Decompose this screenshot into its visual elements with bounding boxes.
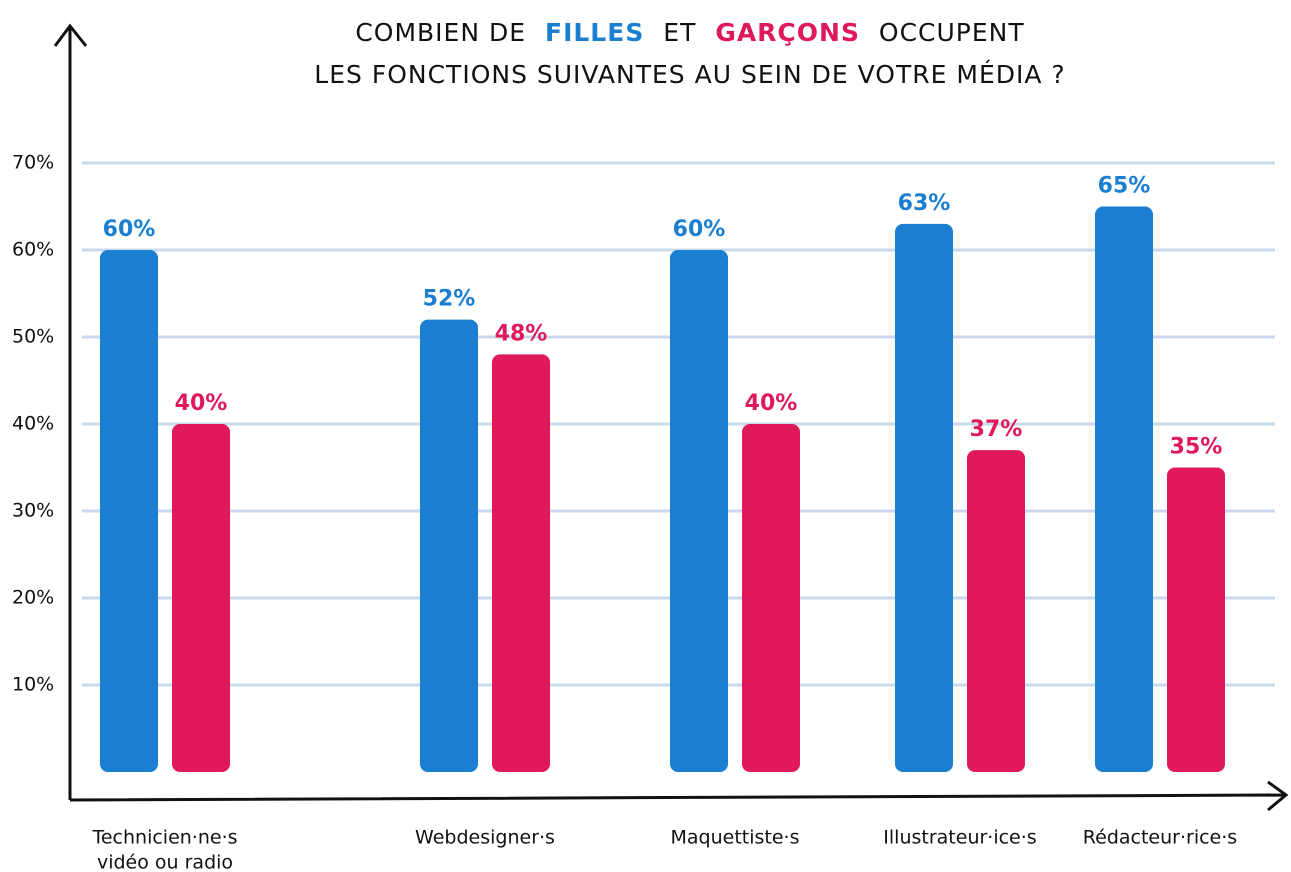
y-tick-label: 70%: [12, 152, 54, 174]
bar: [670, 250, 728, 772]
value-label: 52%: [423, 287, 476, 312]
bar: [100, 250, 158, 772]
y-tick-label: 50%: [12, 326, 54, 348]
x-tick-label: Illustrateur·ice·s: [883, 827, 1036, 849]
value-label: 37%: [970, 417, 1023, 442]
value-label: 35%: [1170, 435, 1223, 460]
y-tick-label: 10%: [12, 674, 54, 696]
value-label: 40%: [175, 391, 228, 416]
bar: [967, 450, 1025, 772]
plot: 10% 20% 30% 40% 50% 60% 70% Technicien·ne·s vidé…: [12, 152, 1275, 872]
x-tick-label: vidéo ou radio: [97, 852, 233, 872]
bar: [420, 320, 478, 772]
x-tick-label: Maquettiste·s: [671, 827, 800, 849]
title-part: OCCUPENT: [879, 18, 1025, 47]
title-part: ET: [663, 18, 696, 47]
value-label: 40%: [745, 391, 798, 416]
value-label: 60%: [673, 217, 726, 242]
y-tick-label: 30%: [12, 500, 54, 522]
y-tick-label: 20%: [12, 587, 54, 609]
x-axis: [70, 782, 1286, 810]
chart-title: COMBIEN DE FILLES ET GARÇONS OCCUPENT: [355, 18, 1024, 47]
title-part: COMBIEN DE: [355, 18, 526, 47]
chart: COMBIEN DE FILLES ET GARÇONS OCCUPENT LE…: [0, 0, 1291, 872]
bar: [1167, 468, 1225, 773]
value-label: 65%: [1098, 174, 1151, 199]
x-tick-label: Webdesigner·s: [415, 827, 555, 849]
value-label: 48%: [495, 321, 548, 346]
bar: [1095, 207, 1153, 773]
y-tick-label: 40%: [12, 413, 54, 435]
x-tick-label: Technicien·ne·s: [91, 827, 237, 849]
chart-title: LES FONCTIONS SUIVANTES AU SEIN DE VOTRE…: [314, 60, 1065, 89]
value-label: 63%: [898, 191, 951, 216]
y-tick-label: 60%: [12, 239, 54, 261]
title-series: GARÇONS: [715, 18, 860, 47]
value-label: 60%: [103, 217, 156, 242]
bar: [895, 224, 953, 772]
bar: [492, 354, 550, 772]
y-axis: [55, 26, 86, 800]
title-series: FILLES: [545, 18, 644, 47]
bar: [172, 424, 230, 772]
bar: [742, 424, 800, 772]
x-tick-label: Rédacteur·rice·s: [1083, 827, 1237, 849]
